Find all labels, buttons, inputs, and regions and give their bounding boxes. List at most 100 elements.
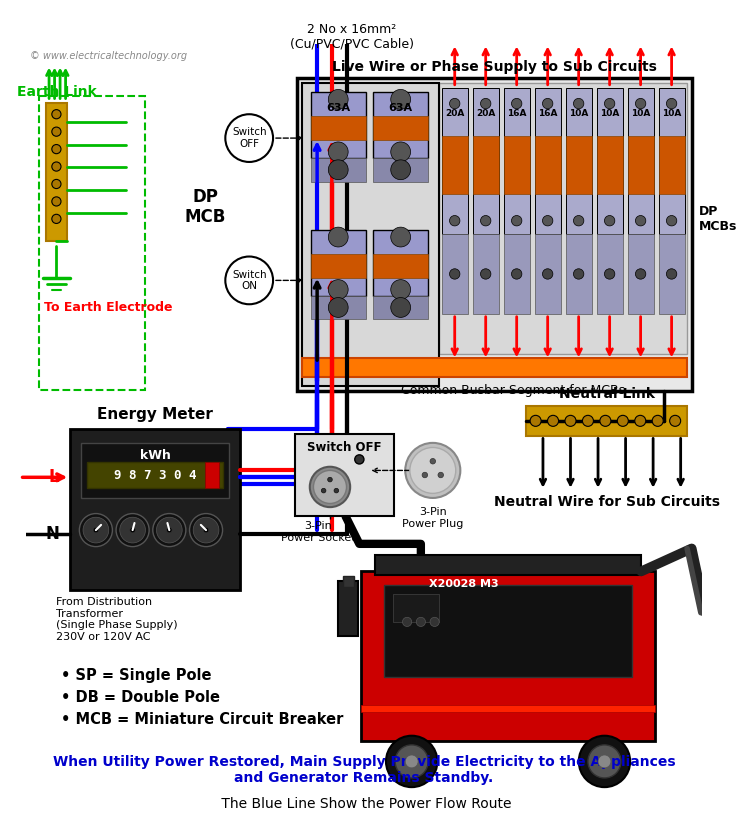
Circle shape (481, 215, 491, 226)
Bar (526, 406, 687, 436)
Bar (373, 116, 428, 140)
Circle shape (450, 215, 460, 226)
Circle shape (542, 269, 553, 279)
Bar (311, 92, 366, 158)
Circle shape (328, 159, 348, 180)
Circle shape (190, 514, 222, 547)
Circle shape (52, 127, 61, 136)
Text: The Blue Line Show the Power Flow Route: The Blue Line Show the Power Flow Route (216, 797, 512, 812)
Circle shape (604, 99, 615, 109)
Circle shape (578, 736, 630, 787)
Circle shape (52, 109, 61, 119)
Circle shape (670, 415, 681, 427)
Circle shape (565, 415, 576, 427)
Bar (439, 83, 687, 354)
Text: Switch
ON: Switch ON (232, 270, 266, 291)
Bar (373, 158, 428, 182)
Text: 9 8 7 3 0 4: 9 8 7 3 0 4 (114, 468, 197, 482)
Bar (205, 462, 219, 488)
Circle shape (328, 227, 348, 247)
Circle shape (481, 99, 491, 109)
Text: 10A: 10A (662, 109, 682, 118)
Bar (442, 135, 467, 194)
Circle shape (83, 517, 109, 543)
Bar (343, 576, 354, 587)
Bar (442, 234, 467, 314)
Text: 10A: 10A (569, 109, 588, 118)
Bar (373, 296, 428, 320)
Circle shape (391, 280, 411, 300)
Circle shape (203, 528, 209, 533)
Circle shape (406, 443, 460, 498)
Bar (597, 234, 623, 314)
Circle shape (512, 215, 522, 226)
Bar (659, 88, 684, 234)
Circle shape (130, 528, 135, 533)
Circle shape (225, 114, 273, 162)
Text: L: L (49, 468, 59, 486)
Circle shape (573, 215, 584, 226)
Bar (628, 88, 654, 234)
Circle shape (573, 269, 584, 279)
Circle shape (391, 142, 411, 162)
Text: © www.electricaltechnology.org: © www.electricaltechnology.org (29, 51, 187, 61)
Text: Neutral Wire for Sub Circuits: Neutral Wire for Sub Circuits (494, 495, 720, 509)
Text: Switch OFF: Switch OFF (308, 441, 382, 454)
Circle shape (52, 144, 61, 154)
Bar (81, 443, 229, 498)
Text: 63A: 63A (326, 103, 350, 113)
Circle shape (334, 488, 339, 493)
Text: Switch
OFF: Switch OFF (232, 127, 266, 149)
Circle shape (328, 89, 348, 109)
Bar (302, 83, 439, 386)
Circle shape (157, 517, 183, 543)
Circle shape (355, 455, 364, 464)
Text: 2 No x 16mm²
(Cu/PVC/PVC Cable): 2 No x 16mm² (Cu/PVC/PVC Cable) (290, 23, 414, 51)
Bar (375, 555, 641, 575)
Text: 16A: 16A (507, 109, 526, 118)
Bar (70, 429, 240, 590)
Circle shape (450, 99, 460, 109)
Text: Energy Meter: Energy Meter (97, 407, 213, 422)
Bar (361, 705, 655, 712)
Text: 3-Pin
Power Plug: 3-Pin Power Plug (402, 507, 464, 529)
Circle shape (530, 415, 541, 427)
Text: 10A: 10A (600, 109, 619, 118)
Bar (373, 230, 428, 296)
Bar (87, 462, 224, 488)
Circle shape (314, 470, 347, 504)
Bar (442, 88, 467, 234)
Circle shape (116, 514, 149, 547)
Circle shape (225, 256, 273, 304)
Circle shape (481, 269, 491, 279)
Circle shape (406, 755, 418, 768)
Circle shape (193, 517, 219, 543)
Text: DP
MCB: DP MCB (185, 188, 226, 226)
Bar (566, 135, 592, 194)
Bar (659, 234, 684, 314)
Circle shape (391, 227, 411, 247)
Circle shape (93, 528, 99, 533)
Circle shape (52, 215, 61, 224)
Circle shape (328, 280, 348, 300)
Circle shape (153, 514, 186, 547)
Circle shape (635, 99, 645, 109)
Circle shape (666, 269, 677, 279)
Circle shape (422, 473, 428, 478)
Text: To Earth Electrode: To Earth Electrode (44, 301, 173, 314)
Bar (659, 135, 684, 194)
Text: 3-Pin
Power Socket: 3-Pin Power Socket (280, 521, 355, 543)
Text: Neutral Link: Neutral Link (559, 387, 655, 401)
Circle shape (635, 269, 645, 279)
Circle shape (322, 488, 326, 493)
Bar (295, 433, 394, 516)
Bar (297, 78, 692, 391)
Bar (302, 358, 687, 377)
Text: When Utility Power Restored, Main Supply Provide Electricity to the Appliances
a: When Utility Power Restored, Main Supply… (53, 755, 675, 785)
Text: 16A: 16A (538, 109, 557, 118)
Bar (534, 234, 561, 314)
Circle shape (588, 745, 621, 778)
Circle shape (652, 415, 663, 427)
Bar (311, 230, 366, 296)
Circle shape (391, 297, 411, 317)
